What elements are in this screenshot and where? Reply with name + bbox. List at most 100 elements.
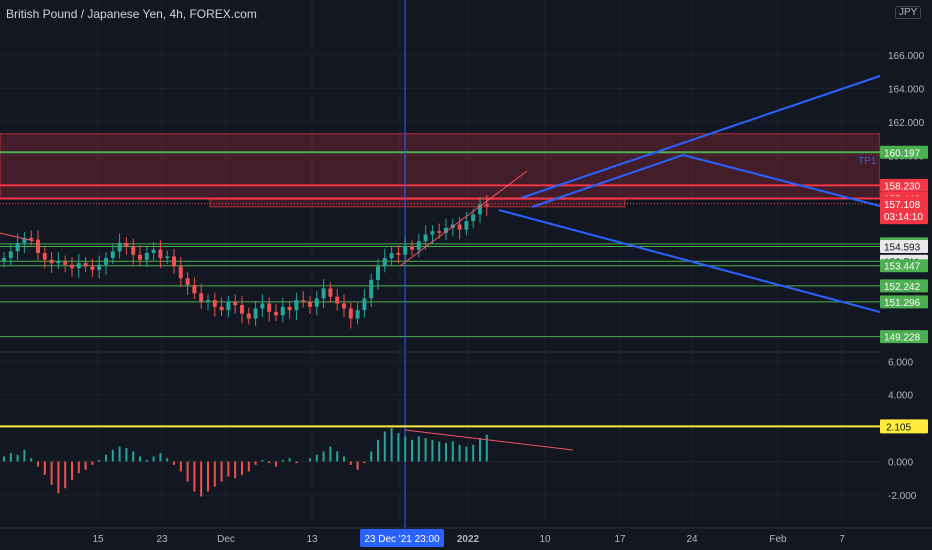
candle[interactable] <box>144 253 149 260</box>
candle[interactable] <box>457 224 462 230</box>
candle[interactable] <box>403 246 408 255</box>
candle[interactable] <box>376 266 380 280</box>
candle[interactable] <box>355 310 360 319</box>
candle[interactable] <box>287 306 292 311</box>
indicator-level-label: 2.105 <box>886 422 911 433</box>
tp1-label: TP1 <box>858 156 877 167</box>
candle[interactable] <box>389 253 394 259</box>
candle[interactable] <box>90 266 95 270</box>
candle[interactable] <box>240 305 244 314</box>
candle[interactable] <box>382 258 387 267</box>
last-price-label: 157.108 <box>884 200 921 211</box>
candle[interactable] <box>22 237 27 243</box>
projection-line[interactable] <box>531 154 684 208</box>
time-tick-label: Dec <box>217 534 235 545</box>
candle[interactable] <box>199 293 204 302</box>
candle[interactable] <box>206 300 210 302</box>
candle[interactable] <box>2 258 6 262</box>
resistance-zone-small[interactable] <box>209 198 626 208</box>
candle[interactable] <box>15 242 20 252</box>
candle[interactable] <box>165 256 170 259</box>
candle[interactable] <box>42 253 47 260</box>
indicator-histogram <box>3 428 488 497</box>
candle[interactable] <box>233 301 238 306</box>
time-tick-label: 2022 <box>457 534 480 545</box>
resistance-zone[interactable] <box>0 133 881 200</box>
candle[interactable] <box>158 249 163 259</box>
candle[interactable] <box>484 204 489 206</box>
time-axis[interactable] <box>0 528 932 550</box>
candle[interactable] <box>308 301 312 307</box>
candle[interactable] <box>362 298 367 311</box>
projection-line[interactable] <box>498 209 881 313</box>
candle[interactable] <box>478 204 482 215</box>
candle[interactable] <box>423 234 428 242</box>
currency-badge[interactable]: JPY <box>895 6 922 19</box>
trend-line[interactable] <box>0 232 35 242</box>
candle[interactable] <box>124 242 129 247</box>
candle[interactable] <box>246 313 251 319</box>
candle[interactable] <box>314 298 319 307</box>
candle[interactable] <box>104 258 108 265</box>
candle[interactable] <box>49 259 54 264</box>
candle[interactable] <box>131 246 136 255</box>
candle[interactable] <box>444 227 448 233</box>
candle[interactable] <box>280 306 285 316</box>
candle[interactable] <box>138 254 142 260</box>
candle[interactable] <box>36 239 40 254</box>
price-axis[interactable] <box>880 0 932 550</box>
candle[interactable] <box>70 264 74 269</box>
candle[interactable] <box>274 311 278 316</box>
indicator-trend-line[interactable] <box>404 429 574 451</box>
candle[interactable] <box>464 221 469 230</box>
candle[interactable] <box>410 246 414 250</box>
candle[interactable] <box>117 242 122 252</box>
price-tick-label: 164.000 <box>888 84 925 95</box>
level-price-label-bg <box>880 330 928 344</box>
candle[interactable] <box>192 284 197 294</box>
candle[interactable] <box>260 303 265 309</box>
time-tick-label: 7 <box>839 534 845 545</box>
level-price-label-bg <box>880 178 928 192</box>
candle[interactable] <box>185 278 190 285</box>
candle[interactable] <box>430 231 435 235</box>
trend-line[interactable] <box>399 170 528 267</box>
candle[interactable] <box>301 300 306 302</box>
candle[interactable] <box>226 301 231 311</box>
candle[interactable] <box>76 263 81 269</box>
candle[interactable] <box>321 288 326 299</box>
candle[interactable] <box>63 261 68 265</box>
candle[interactable] <box>172 256 176 267</box>
candle[interactable] <box>219 306 224 311</box>
candle[interactable] <box>437 231 442 233</box>
price-tick-label: 162.000 <box>888 118 925 129</box>
candle[interactable] <box>348 308 353 319</box>
candle[interactable] <box>342 303 346 309</box>
projection-line[interactable] <box>682 154 881 207</box>
candle[interactable] <box>471 214 476 222</box>
level-price-label-bg <box>880 239 928 253</box>
indicator-tick-label: 0.000 <box>888 458 913 469</box>
candle[interactable] <box>396 253 401 255</box>
candle[interactable] <box>416 241 421 250</box>
candle[interactable] <box>8 251 13 259</box>
candle[interactable] <box>369 279 374 299</box>
candle[interactable] <box>110 251 115 259</box>
time-tick-label: 24 <box>686 534 698 545</box>
candle[interactable] <box>335 296 340 304</box>
candle[interactable] <box>56 261 61 264</box>
candle[interactable] <box>97 264 102 270</box>
candle[interactable] <box>267 303 272 312</box>
candle[interactable] <box>253 308 258 319</box>
candle[interactable] <box>212 300 217 307</box>
candle[interactable] <box>178 266 183 279</box>
candle[interactable] <box>328 288 333 297</box>
candle[interactable] <box>294 300 299 311</box>
candle[interactable] <box>83 263 88 267</box>
candle[interactable] <box>151 249 156 254</box>
level-labels: 160.197158.230157.443157.140154.746154.5… <box>880 145 928 434</box>
time-tick-label: 13 <box>306 534 318 545</box>
candle[interactable] <box>29 237 34 240</box>
projection-line[interactable] <box>520 75 881 199</box>
